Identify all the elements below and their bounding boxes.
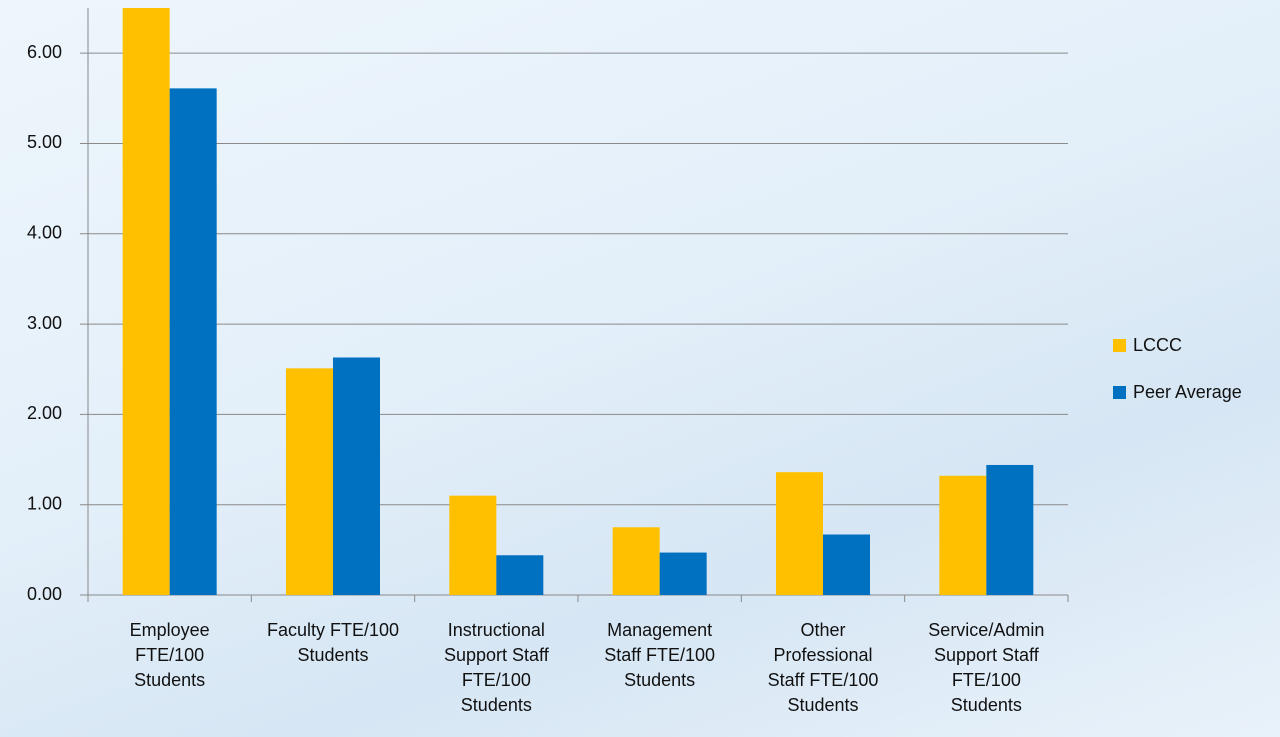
bar [939,475,987,595]
bar [776,472,823,595]
y-tick-label: 2.00 [27,403,62,423]
bar [122,8,170,595]
x-tick-label: Instructional Support Staff FTE/100 Stud… [443,620,549,715]
bar [286,368,333,595]
y-tick-label: 3.00 [27,313,62,333]
bar [449,495,497,595]
y-tick-label: 0.00 [27,584,62,604]
x-tick-label: Employee FTE/100 Students [129,620,210,690]
legend-label: Peer Average [1133,382,1242,402]
bar [333,357,380,595]
bar [823,534,870,595]
bar [169,88,217,596]
y-tick-label: 1.00 [27,493,62,513]
bar [612,527,660,595]
bar [986,464,1034,595]
bar [496,555,544,595]
bar [659,552,707,595]
y-tick-label: 5.00 [27,132,62,152]
y-tick-label: 6.00 [27,42,62,62]
y-tick-label: 4.00 [27,223,62,243]
x-tick-label: Faculty FTE/100 Students [266,620,400,665]
x-tick-label: Management Staff FTE/100 Students [604,620,716,690]
legend-swatch [1113,386,1126,399]
legend-label: LCCC [1133,335,1182,355]
x-tick-label: Other Professional Staff FTE/100 Student… [767,620,879,715]
legend-swatch [1113,339,1126,352]
x-tick-label: Service/Admin Support Staff FTE/100 Stud… [928,620,1045,715]
